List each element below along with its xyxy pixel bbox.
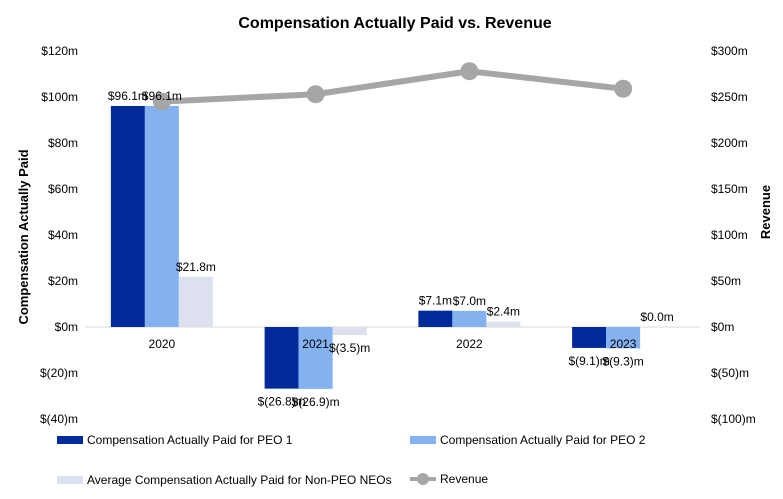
bar-2021-series-1 [264, 327, 299, 389]
revenue-point-2023 [614, 79, 633, 98]
y2-axis-title: Revenue [758, 185, 773, 239]
revenue-point-2022 [460, 62, 479, 81]
y-tick-label: $0m [55, 320, 78, 334]
data-label-2021-series-2: $(26.9)m [292, 395, 340, 409]
y2-tick-label: $0m [711, 320, 734, 334]
legend-label-peo2: Compensation Actually Paid for PEO 2 [440, 433, 646, 447]
bar-2020-series-3 [178, 276, 213, 327]
y2-tick-label: $200m [711, 136, 748, 150]
legend-swatch-peo2 [410, 436, 436, 444]
revenue-point-2021 [306, 85, 325, 104]
data-label-2021-series-1: $(26.8)m [258, 395, 306, 409]
y-tick-label: $20m [48, 274, 78, 288]
bar-2023-series-2 [606, 327, 641, 349]
y-tick-label: $80m [48, 136, 78, 150]
bar-2020-series-2 [144, 105, 179, 327]
y2-tick-label: $250m [711, 90, 748, 104]
x-category-label: 2023 [610, 337, 637, 351]
data-label-2020-series-1: $96.1m [108, 89, 148, 103]
legend-item-non-peo: Average Compensation Actually Paid for N… [57, 473, 392, 487]
legend-item-peo2: Compensation Actually Paid for PEO 2 [410, 433, 645, 447]
revenue-point-2020 [152, 92, 171, 111]
legend-swatch-revenue [410, 472, 436, 486]
legend-swatch-peo1 [57, 436, 83, 444]
legend-label-non-peo: Average Compensation Actually Paid for N… [87, 473, 392, 487]
legend-item-peo1: Compensation Actually Paid for PEO 1 [57, 433, 292, 447]
data-label-2022-series-1: $7.1m [419, 294, 452, 308]
bar-2022-series-2 [452, 310, 487, 327]
y-tick-label: $(40)m [40, 412, 78, 426]
data-label-2023-series-1: $(9.1)m [568, 354, 609, 368]
x-category-label: 2020 [149, 337, 176, 351]
revenue-line [161, 68, 624, 105]
bar-2020-series-1 [110, 105, 145, 327]
legend-item-revenue: Revenue [410, 472, 488, 486]
x-category-label: 2022 [456, 337, 483, 351]
legend-swatch-non-peo [57, 476, 83, 484]
y-tick-label: $100m [41, 90, 78, 104]
y-tick-label: $40m [48, 228, 78, 242]
bar-2022-series-1 [418, 310, 453, 327]
legend-label-peo1: Compensation Actually Paid for PEO 1 [87, 433, 293, 447]
y2-tick-label: $(50)m [711, 366, 749, 380]
y2-tick-label: $(100)m [711, 412, 756, 426]
legend-label-revenue: Revenue [440, 472, 489, 486]
data-label-2020-series-3: $21.8m [176, 260, 216, 274]
x-category-label: 2021 [302, 337, 329, 351]
data-label-2022-series-2: $7.0m [453, 294, 486, 308]
bar-2023-series-1 [572, 327, 607, 348]
data-label-2021-series-3: $(3.5)m [329, 341, 370, 355]
y2-tick-label: $300m [711, 44, 748, 58]
data-label-2023-series-2: $(9.3)m [602, 354, 643, 368]
bar-2021-series-2 [298, 327, 333, 389]
y-tick-label: $120m [41, 44, 78, 58]
y-tick-label: $(20)m [40, 366, 78, 380]
data-label-2023-series-3: $0.0m [640, 310, 673, 324]
chart-title: Compensation Actually Paid vs. Revenue [238, 15, 551, 32]
data-label-2022-series-3: $2.4m [487, 304, 520, 318]
y2-tick-label: $50m [711, 274, 741, 288]
y2-tick-label: $150m [711, 182, 748, 196]
data-label-2020-series-2: $96.1m [142, 89, 182, 103]
y-tick-label: $60m [48, 182, 78, 196]
y2-tick-label: $100m [711, 228, 748, 242]
bar-2022-series-3 [486, 321, 521, 327]
bar-2021-series-3 [332, 327, 367, 336]
y-axis-title: Compensation Actually Paid [16, 149, 31, 324]
